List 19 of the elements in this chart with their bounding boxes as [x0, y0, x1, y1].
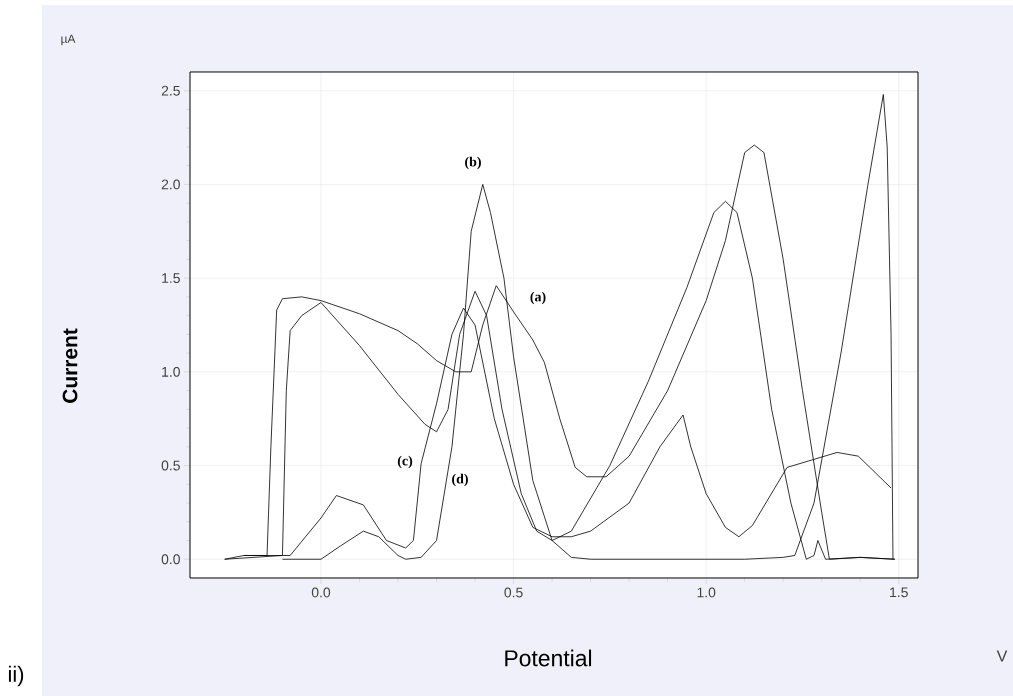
- annotation: (c): [397, 455, 413, 469]
- y-tick-label: 2.0: [161, 179, 180, 190]
- x-axis-title: Potential: [505, 649, 592, 667]
- y-tick-label: 0.5: [161, 460, 180, 471]
- annotation: (b): [465, 156, 481, 170]
- text: µA: [61, 34, 76, 46]
- x-tick-label: 0.0: [311, 587, 331, 598]
- x-tick-label: 0.5: [504, 587, 523, 598]
- text: ii): [8, 665, 24, 687]
- x-tick-label: 1.0: [697, 587, 716, 598]
- x-tick-label: 1.5: [890, 587, 908, 598]
- y-tick-label: 0.0: [161, 554, 180, 565]
- y-tick-label: 1.5: [162, 273, 180, 283]
- y-tick-label: 2.5: [161, 85, 180, 96]
- annotation: (a): [530, 291, 546, 305]
- text: V: [996, 650, 1008, 662]
- y-axis-title: Current: [62, 328, 78, 403]
- annotation: (d): [452, 473, 468, 487]
- y-tick-label: 1.0: [162, 366, 180, 377]
